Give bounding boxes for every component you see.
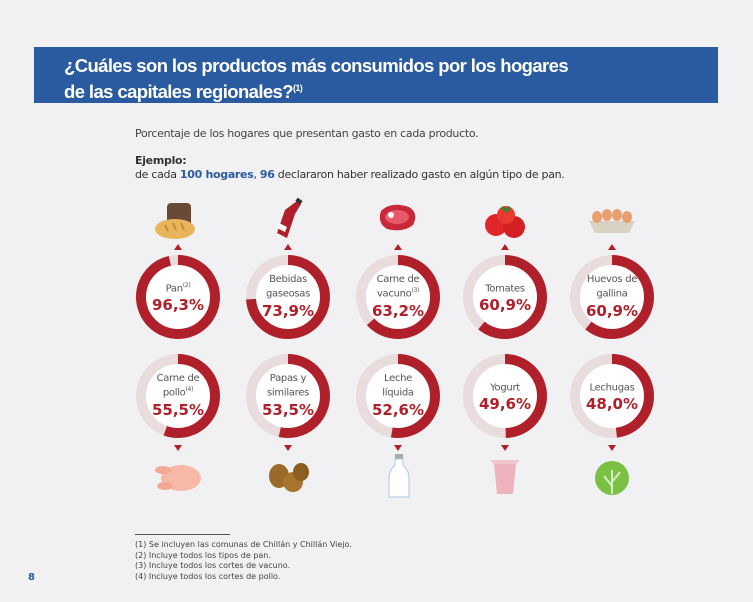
donut-chicken: Carne de pollo(4) 55,5% <box>133 351 223 441</box>
eggs-icon <box>587 197 637 243</box>
arrow-up-icon <box>284 244 292 250</box>
footnote: (2) Incluye todos los tipos de pan. <box>135 550 271 560</box>
product-note: (2) <box>182 281 191 289</box>
donut-ring <box>356 354 440 438</box>
page-title: ¿Cuáles son los productos más consumidos… <box>64 55 569 103</box>
product-value: 96,3% <box>151 296 205 315</box>
arrow-down-icon <box>174 445 182 451</box>
donut-lettuce: Lechugas 48,0% <box>567 351 657 441</box>
donut-ring <box>570 354 654 438</box>
donut-tomato: Tomates 60,9% <box>460 252 550 342</box>
donut-ring <box>463 354 547 438</box>
product-note: (3) <box>411 287 420 295</box>
product-name: Pan <box>165 283 183 295</box>
donut-soda-bottle: Bebidas gaseosas 73,9% <box>243 252 333 342</box>
donut-value-arc <box>246 255 330 339</box>
product-name: Carne de vacuno <box>376 274 420 300</box>
soda-bottle-icon <box>263 197 313 243</box>
product-value: 49,6% <box>478 395 532 414</box>
footnote: (3) Incluye todos los cortes de vacuno. <box>135 561 291 570</box>
donut-ring <box>136 255 220 339</box>
arrow-up-icon <box>174 244 182 250</box>
beef-steak-icon <box>373 197 423 243</box>
donut-value-arc <box>463 255 547 339</box>
product-name: Lechugas <box>589 382 635 394</box>
footnote-divider <box>135 534 230 535</box>
donut-bread: Pan(2) 96,3% <box>133 252 223 342</box>
donut-eggs: Huevos de gallina 60,9% <box>567 252 657 342</box>
donut-ring <box>136 354 220 438</box>
donut-value-arc <box>356 354 440 438</box>
donut-value-arc <box>356 255 440 339</box>
product-value: 73,9% <box>261 301 315 320</box>
arrow-down-icon <box>284 445 292 451</box>
donut-beef-steak: Carne de vacuno(3) 63,2% <box>353 252 443 342</box>
product-value: 53,5% <box>261 400 315 419</box>
title-banner: ¿Cuáles son los productos más consumidos… <box>34 47 718 103</box>
product-name: Huevos de gallina <box>586 274 638 300</box>
donut-ring <box>246 255 330 339</box>
product-value: 55,5% <box>151 400 205 419</box>
subtitle: Porcentaje de los hogares que presentan … <box>135 127 479 140</box>
donut-ring <box>570 255 654 339</box>
tomato-icon <box>480 197 530 243</box>
donut-ring <box>356 255 440 339</box>
donut-yogurt: Yogurt 49,6% <box>460 351 550 441</box>
milk-bottle-icon <box>373 452 423 498</box>
donut-value-arc <box>136 354 220 438</box>
example-label: Ejemplo: <box>135 154 187 167</box>
product-value: 48,0% <box>585 395 639 414</box>
arrow-down-icon <box>608 445 616 451</box>
product-value: 63,2% <box>371 301 425 320</box>
arrow-down-icon <box>394 445 402 451</box>
page-number: 8 <box>28 572 35 583</box>
product-name: Bebidas gaseosas <box>265 274 311 300</box>
product-name: Papas y similares <box>267 373 309 399</box>
example-text: de cada 100 hogares, 96 declararon haber… <box>135 168 565 181</box>
footnotes: (1) Se incluyen las comunas de Chillán y… <box>135 540 352 582</box>
donut-ring <box>246 354 330 438</box>
donut-value-arc <box>570 255 654 339</box>
product-name: Tomates <box>485 283 525 295</box>
product-name: Yogurt <box>490 382 520 394</box>
donut-milk-bottle: Leche líquida 52,6% <box>353 351 443 441</box>
product-value: 60,9% <box>585 301 639 320</box>
donut-potato: Papas y similares 53,5% <box>243 351 333 441</box>
donut-value-arc <box>246 354 330 438</box>
product-value: 52,6% <box>371 400 425 419</box>
lettuce-icon <box>587 452 637 498</box>
arrow-up-icon <box>608 244 616 250</box>
potato-icon <box>263 452 313 498</box>
product-name: Leche líquida <box>382 373 414 399</box>
footnote: (4) Incluye todos los cortes de pollo. <box>135 571 281 581</box>
donut-ring <box>463 255 547 339</box>
product-value: 60,9% <box>478 296 532 315</box>
arrow-down-icon <box>501 445 509 451</box>
arrow-up-icon <box>501 244 509 250</box>
donut-value-arc <box>570 354 654 438</box>
footnote: (1) Se incluyen las comunas de Chillán y… <box>135 540 352 549</box>
yogurt-icon <box>480 452 530 498</box>
donut-value-arc <box>136 255 220 339</box>
arrow-up-icon <box>394 244 402 250</box>
donut-value-arc <box>463 354 547 438</box>
product-note: (4) <box>185 386 194 394</box>
bread-icon <box>153 197 203 243</box>
product-name: Carne de pollo <box>156 373 200 399</box>
chicken-icon <box>153 452 203 498</box>
